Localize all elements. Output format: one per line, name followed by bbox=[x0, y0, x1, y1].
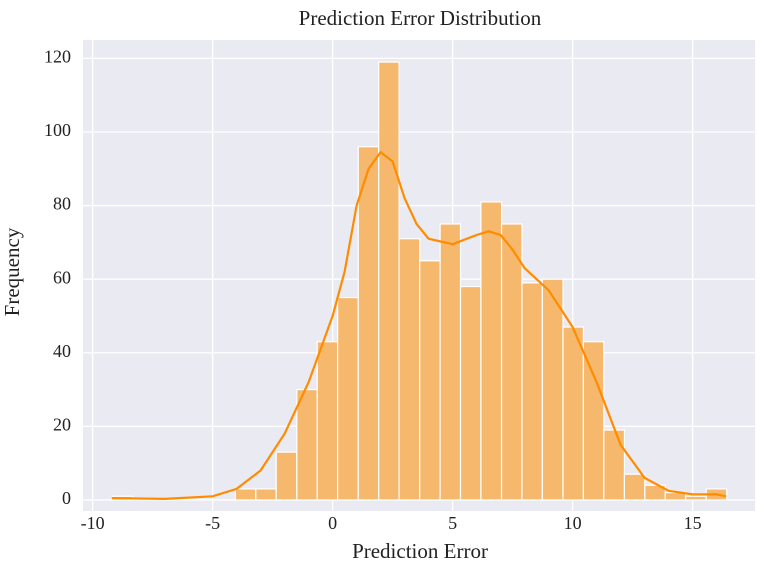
y-tick-label: 0 bbox=[62, 488, 71, 508]
y-tick-label: 40 bbox=[53, 341, 71, 361]
bar bbox=[419, 260, 441, 501]
bar bbox=[603, 429, 626, 501]
x-tick-label: 15 bbox=[684, 513, 702, 533]
x-tick-label: 5 bbox=[448, 513, 457, 533]
bar bbox=[685, 495, 707, 501]
bar bbox=[357, 146, 380, 501]
bar bbox=[541, 278, 564, 501]
x-axis-label: Prediction Error bbox=[352, 539, 488, 563]
x-tick-label: 0 bbox=[328, 513, 337, 533]
bar bbox=[398, 238, 421, 501]
kde-line bbox=[111, 150, 727, 501]
bar bbox=[623, 473, 646, 501]
chart-title: Prediction Error Distribution bbox=[299, 6, 542, 30]
bar bbox=[337, 296, 359, 501]
x-tick-label: 10 bbox=[564, 513, 582, 533]
y-tick-label: 120 bbox=[44, 47, 71, 67]
bar bbox=[521, 282, 543, 501]
y-tick-label: 80 bbox=[53, 194, 71, 214]
y-tick-label: 20 bbox=[53, 414, 71, 434]
bar bbox=[582, 341, 605, 501]
y-axis-label: Frequency bbox=[0, 227, 24, 316]
bar bbox=[480, 201, 503, 501]
bar bbox=[275, 451, 298, 501]
x-tick-label: -10 bbox=[81, 513, 105, 533]
bar bbox=[439, 223, 462, 501]
bar bbox=[500, 223, 523, 501]
bar bbox=[255, 488, 277, 501]
y-tick-label: 100 bbox=[44, 120, 71, 140]
y-tick-label: 60 bbox=[53, 267, 71, 287]
bar bbox=[296, 388, 318, 501]
bar bbox=[316, 341, 339, 501]
bar bbox=[459, 285, 482, 501]
bar bbox=[562, 326, 584, 501]
bar bbox=[234, 488, 257, 501]
bar bbox=[378, 61, 400, 501]
x-tick-label: -5 bbox=[205, 513, 220, 533]
